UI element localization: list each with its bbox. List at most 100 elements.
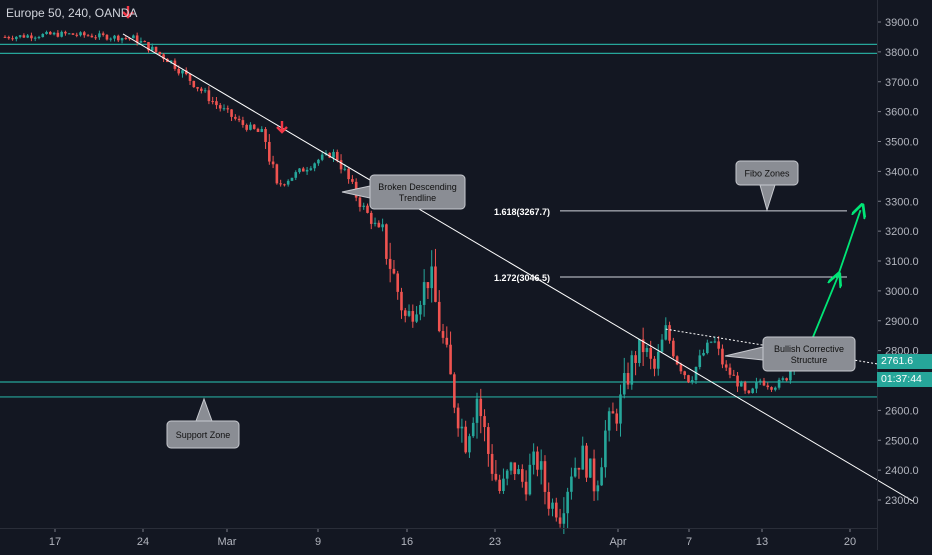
candle-body [252, 124, 256, 129]
candle-body [339, 160, 343, 170]
support-zone-callout-box [166, 420, 240, 449]
candle-body [294, 172, 298, 178]
candle-body [52, 32, 56, 35]
bullish-structure-callout-text: Structure [791, 355, 828, 365]
time-tick-label: 24 [137, 536, 149, 548]
candle-body [551, 502, 554, 509]
candle-body [611, 411, 615, 414]
candle-body [509, 462, 513, 471]
candle-body [86, 35, 90, 37]
candle-body [264, 129, 267, 142]
time-axis-divider [0, 528, 877, 529]
candle-body [335, 151, 339, 161]
time-tick-label: 13 [756, 536, 768, 548]
candle-body [672, 340, 675, 357]
candle-body [332, 151, 335, 158]
candle-body [740, 382, 743, 387]
candle-body [660, 339, 664, 352]
candle-body [468, 436, 471, 453]
candle-body [430, 266, 433, 289]
candle-body [385, 224, 388, 259]
candle-body [732, 374, 736, 376]
candle-body [777, 379, 781, 388]
candle-body [588, 458, 592, 478]
price-tick-label: 3700.0 [885, 77, 919, 89]
lower-high-signal-arrow [276, 121, 288, 134]
candle-body [445, 337, 449, 345]
candle-body [98, 33, 101, 38]
candle-body [396, 273, 400, 292]
candle-body [41, 34, 45, 38]
candle-body [241, 120, 245, 125]
candle-body [554, 502, 558, 518]
candle-body [226, 108, 230, 110]
candle-body [75, 34, 79, 36]
candle-body [490, 453, 494, 474]
price-tick-label: 2400.0 [885, 465, 919, 477]
candle-body [90, 35, 94, 38]
candle-body [271, 161, 275, 165]
fibo-zones-callout-text: Fibo Zones [744, 169, 790, 179]
candle-body [615, 413, 619, 424]
candle-body [641, 339, 645, 353]
candle-body [494, 473, 498, 480]
support-zone-callout[interactable]: Support Zone [166, 397, 240, 449]
candle-body [634, 355, 637, 363]
candle-body [694, 366, 698, 381]
descending-trendline[interactable] [122, 33, 914, 502]
candle-body [521, 469, 524, 482]
candle-body [766, 385, 770, 388]
candle-body [215, 101, 218, 106]
price-axis-divider [877, 0, 878, 550]
candle-body [702, 353, 705, 356]
candle-body [313, 163, 316, 169]
candle-body [37, 37, 41, 39]
fibo-zones-callout[interactable]: Fibo Zones [735, 160, 799, 212]
candle-body [328, 152, 332, 158]
candle-body [369, 212, 373, 224]
candle-body [3, 36, 7, 38]
candle-body [30, 35, 33, 39]
price-tick-label: 3200.0 [885, 226, 919, 238]
candle-body [690, 380, 694, 383]
candle-body [177, 68, 180, 74]
candle-body [483, 416, 486, 428]
candle-body [498, 479, 501, 492]
candle-body [456, 407, 460, 429]
candle-body [437, 301, 441, 332]
price-tick-label: 3500.0 [885, 137, 919, 149]
candle-body [638, 339, 641, 363]
candle-body [245, 124, 248, 130]
candle-body [581, 445, 585, 470]
candle-body [758, 380, 762, 383]
projection-arrow [836, 210, 861, 280]
price-tick-label: 3300.0 [885, 196, 919, 208]
candle-body [26, 35, 29, 38]
candle-body [188, 74, 192, 81]
candle-body [736, 375, 739, 387]
candle-body [721, 348, 724, 365]
candle-body [774, 387, 777, 390]
candle-body [573, 467, 577, 477]
candle-body [411, 311, 415, 322]
candle-body [64, 31, 67, 34]
candle-body [728, 367, 732, 375]
candle-body [203, 90, 207, 92]
candle-body [562, 513, 566, 524]
price-tick-label: 2600.0 [885, 405, 919, 417]
fib-level-label: 1.272(3046.5) [494, 273, 550, 283]
price-tick-label: 3000.0 [885, 286, 919, 298]
candle-body [56, 32, 60, 37]
candle-body [524, 481, 528, 495]
candle-body [113, 35, 116, 39]
candle-body [392, 268, 396, 274]
candle-body [532, 451, 535, 465]
candle-body [706, 342, 709, 354]
candle-body [687, 375, 690, 383]
candle-body [762, 380, 766, 386]
candle-body [547, 491, 551, 509]
